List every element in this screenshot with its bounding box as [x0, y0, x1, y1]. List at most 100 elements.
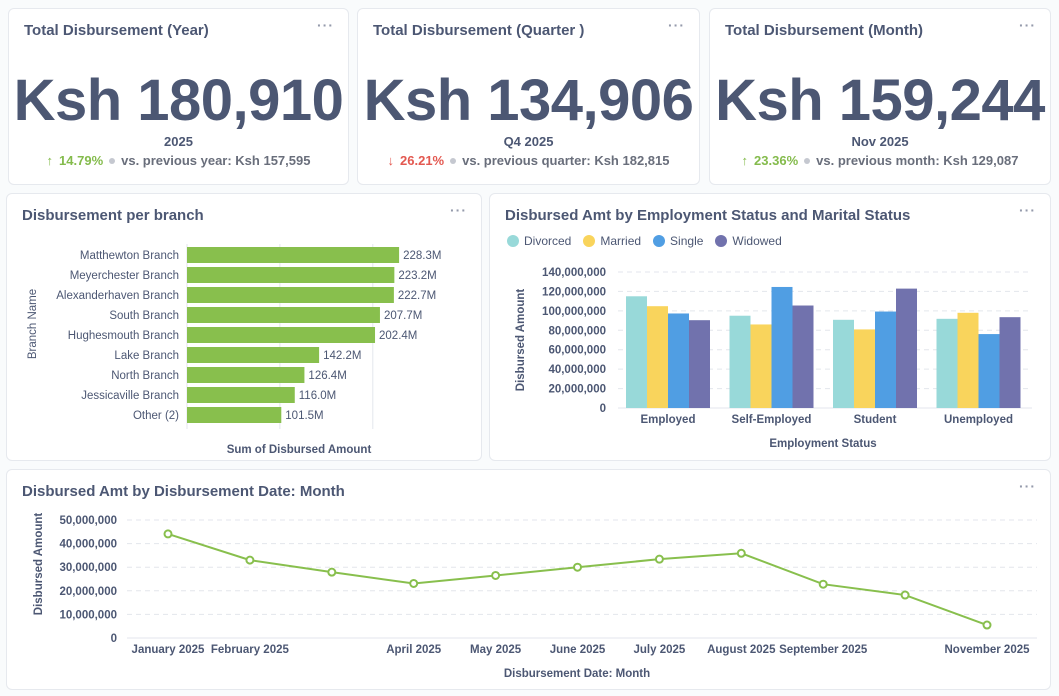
bar — [875, 311, 896, 408]
bar — [187, 307, 380, 323]
x-tick-label: April 2025 — [386, 644, 442, 656]
category-label: North Branch — [111, 370, 179, 382]
bar — [647, 306, 668, 408]
monthly-line-chart: 0 10,000,000 20,000,000 30,000,000 40,000,00… — [33, 513, 1037, 680]
arrow-up-icon: ↑ — [741, 153, 749, 168]
legend-swatch-icon — [583, 235, 596, 247]
bar — [750, 324, 772, 408]
monthly-line-chart-card: Disbursed Amt by Disbursement Date: Mont… — [6, 469, 1051, 690]
bar — [187, 407, 282, 423]
comparison-text: vs. previous month: Ksh 129,087 — [816, 153, 1019, 168]
bar — [833, 319, 854, 408]
y-tick-label: 120,000,000 — [542, 286, 606, 298]
kpi-value: Ksh 134,906 — [363, 68, 694, 133]
data-point — [491, 570, 501, 580]
bar — [187, 327, 376, 343]
bar — [187, 247, 400, 263]
legend-label: Married — [600, 234, 642, 248]
x-tick-label: August 2025 — [707, 644, 776, 656]
x-tick-label: Employed — [641, 414, 696, 426]
x-tick-label: July 2025 — [634, 644, 686, 656]
data-label: 142.2M — [323, 350, 361, 362]
data-label: 223.2M — [398, 270, 436, 282]
y-tick-label: 10,000,000 — [59, 609, 117, 621]
x-tick-label: Student — [854, 414, 897, 426]
bar — [187, 267, 395, 283]
x-axis-label: Employment Status — [769, 438, 876, 450]
bar — [187, 387, 295, 403]
data-label: 222.7M — [398, 290, 436, 302]
branch-bar-chart: Matthewton Branch 228.3M Meyerchester Bran… — [27, 244, 441, 456]
y-tick-label: 30,000,000 — [59, 562, 117, 574]
more-options-icon[interactable]: ··· — [450, 202, 467, 218]
legend-label: Widowed — [732, 234, 782, 248]
y-tick-label: 20,000,000 — [59, 586, 117, 598]
chart-legend: Divorced Married Single Widowed — [507, 234, 782, 248]
more-options-icon[interactable]: ··· — [317, 17, 334, 33]
more-options-icon[interactable]: ··· — [668, 17, 685, 33]
x-tick-label: May 2025 — [470, 644, 522, 656]
kpi-title: Total Disbursement (Year) — [24, 22, 209, 39]
bar — [187, 347, 320, 363]
bar — [626, 296, 647, 408]
more-options-icon[interactable]: ··· — [1019, 478, 1036, 494]
x-tick-label: February 2025 — [211, 644, 290, 656]
category-label: Alexanderhaven Branch — [56, 290, 179, 302]
more-options-icon[interactable]: ··· — [1019, 202, 1036, 218]
employment-chart-card: Disbursed Amt by Employment Status and M… — [489, 193, 1051, 461]
bar — [978, 334, 1000, 408]
legend-swatch-icon — [653, 235, 666, 247]
data-point — [409, 578, 419, 588]
data-label: 126.4M — [308, 370, 346, 382]
y-axis-label: Disbursed Amount — [515, 289, 527, 392]
legend-item[interactable]: Divorced — [507, 234, 571, 248]
more-options-icon[interactable]: ··· — [1019, 17, 1036, 33]
bar — [957, 312, 979, 408]
kpi-card-month: Total Disbursement (Month) ··· Ksh 159,2… — [709, 8, 1051, 185]
bar — [689, 320, 710, 408]
comparison-text: vs. previous year: Ksh 157,595 — [121, 153, 311, 168]
y-tick-label: 50,000,000 — [59, 515, 117, 527]
x-tick-label: September 2025 — [779, 644, 868, 656]
data-point — [573, 562, 582, 572]
change-percent: 23.36% — [754, 153, 799, 168]
change-percent: 26.21% — [400, 153, 445, 168]
data-point — [900, 590, 910, 600]
legend-item[interactable]: Widowed — [715, 234, 782, 248]
legend-item[interactable]: Single — [653, 234, 703, 248]
legend-swatch-icon — [507, 235, 519, 247]
kpi-comparison: ↑ 14.79% vs. previous year: Ksh 157,595 — [9, 153, 348, 168]
bar — [896, 288, 917, 408]
y-tick-label: 40,000,000 — [59, 539, 117, 551]
bar — [187, 287, 394, 303]
data-point — [327, 567, 337, 577]
category-label: Meyerchester Branch — [70, 270, 179, 282]
data-point — [736, 548, 746, 558]
kpi-period: Nov 2025 — [851, 134, 909, 149]
y-axis-label: Branch Name — [27, 289, 39, 359]
bar — [187, 367, 305, 383]
bar — [729, 315, 751, 408]
chart-title: Disbursed Amt by Disbursement Date: Mont… — [22, 483, 345, 500]
bar — [668, 313, 689, 408]
legend-item[interactable]: Married — [583, 234, 641, 248]
kpi-value: Ksh 180,910 — [13, 68, 344, 133]
chart-title: Disbursed Amt by Employment Status and M… — [505, 207, 911, 224]
data-label: 228.3M — [403, 250, 441, 262]
bar — [999, 317, 1021, 408]
x-tick-label: Self-Employed — [732, 414, 812, 426]
category-label: Other (2) — [133, 410, 179, 422]
separator-dot — [804, 157, 811, 164]
x-axis-label: Sum of Disbursed Amount — [227, 444, 372, 456]
data-label: 207.7M — [384, 310, 422, 322]
data-label: 101.5M — [285, 410, 323, 422]
separator-dot — [450, 157, 457, 164]
y-tick-label: 140,000,000 — [542, 267, 606, 279]
kpi-period: Q4 2025 — [503, 134, 554, 149]
category-label: South Branch — [109, 310, 179, 322]
data-line — [167, 532, 988, 626]
category-label: Lake Branch — [114, 350, 179, 362]
y-axis-label: Disbursed Amount — [33, 513, 45, 616]
arrow-down-icon: ↓ — [387, 153, 395, 168]
category-label: Jessicaville Branch — [81, 390, 179, 402]
